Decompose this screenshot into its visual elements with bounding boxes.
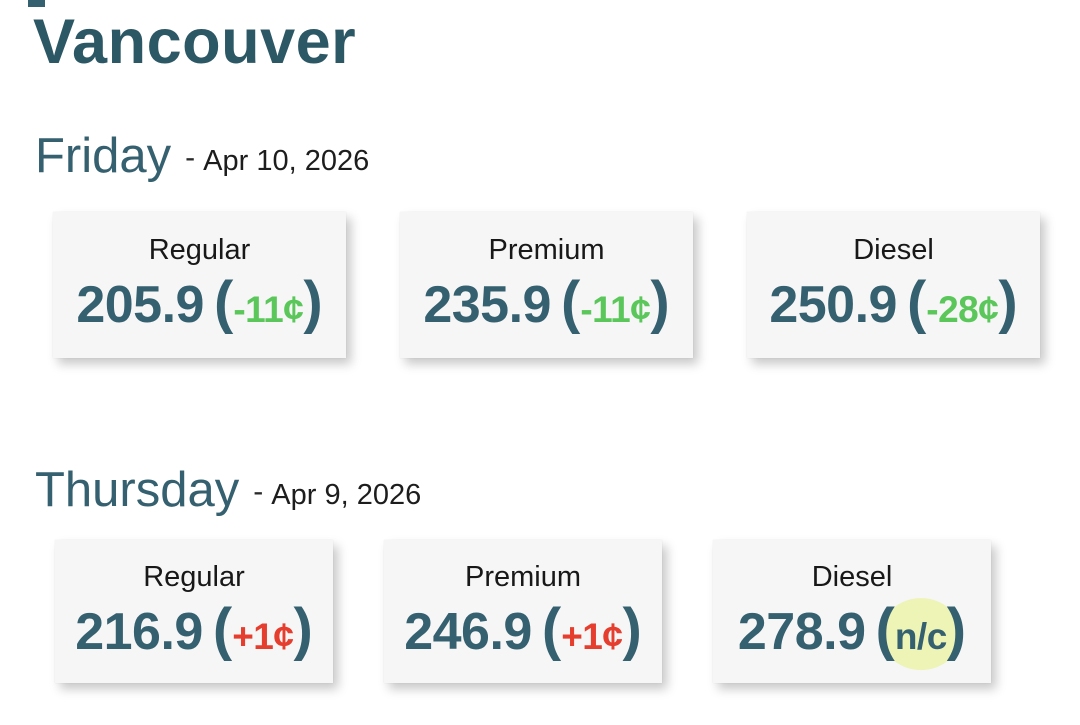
fuel-type-label: Regular	[143, 560, 245, 593]
price-cards-row: Regular 216.9 (+1¢) Premium 246.9 (+1¢) Di…	[55, 540, 1080, 683]
change-close-paren: )	[293, 596, 313, 662]
price-value: 235.9	[423, 276, 551, 334]
fuel-type-label: Regular	[148, 234, 251, 266]
price-value: 205.9	[76, 276, 204, 334]
price-value: 278.9	[737, 602, 866, 661]
fuel-type-label: Diesel	[811, 560, 893, 593]
price-line: 205.9 (-11¢)	[76, 269, 322, 336]
change-close-paren: )	[998, 270, 1018, 335]
change-close-paren: )	[622, 596, 642, 662]
fuel-type-label: Premium	[464, 560, 581, 593]
price-line: 216.9 (+1¢)	[75, 596, 313, 663]
price-line: 235.9 (-11¢)	[423, 269, 669, 336]
price-value: 246.9	[404, 602, 532, 661]
price-card-regular: Regular 205.9 (-11¢)	[53, 212, 346, 358]
nc-highlight: n/c	[895, 616, 947, 658]
price-change: +1¢	[232, 615, 294, 657]
day-date-separator: -	[253, 475, 264, 508]
day-header: Thursday - Apr 9, 2026	[35, 462, 1080, 518]
price-value: 216.9	[75, 602, 203, 661]
price-value: 250.9	[769, 276, 897, 334]
price-change: n/c	[894, 615, 947, 657]
price-line: 250.9 (-28¢)	[769, 269, 1017, 336]
price-change: +1¢	[561, 615, 623, 657]
price-card-premium: Premium 235.9 (-11¢)	[400, 212, 693, 358]
price-card-premium: Premium 246.9 (+1¢)	[384, 540, 662, 683]
change-open-paren: (	[541, 596, 562, 662]
change-close-paren: )	[946, 596, 967, 662]
price-card-diesel: Diesel 278.9 (n/c)	[713, 540, 991, 683]
fuel-type-label: Premium	[488, 234, 605, 266]
fuel-type-label: Diesel	[853, 234, 934, 266]
change-open-paren: (	[212, 596, 233, 662]
price-card-diesel: Diesel 250.9 (-28¢)	[747, 212, 1040, 358]
change-close-paren: )	[303, 270, 323, 335]
day-date: Apr 9, 2026	[271, 479, 422, 511]
change-open-paren: (	[875, 596, 895, 662]
day-date-separator: -	[185, 141, 196, 174]
day-header: Friday - Apr 10, 2026	[35, 128, 1080, 184]
change-close-paren: )	[650, 270, 670, 335]
price-card-regular: Regular 216.9 (+1¢)	[55, 540, 333, 683]
top-edge-artifact	[28, 0, 45, 7]
day-section-friday: Friday - Apr 10, 2026 Regular 205.9 (-11¢) …	[0, 128, 1080, 358]
price-line: 246.9 (+1¢)	[404, 596, 642, 663]
change-open-paren: (	[560, 270, 581, 335]
price-line: 278.9 (n/c)	[738, 596, 966, 663]
day-date: Apr 10, 2026	[203, 145, 370, 177]
price-cards-row: Regular 205.9 (-11¢) Premium 235.9 (-11¢) …	[53, 212, 1080, 358]
change-open-paren: (	[213, 270, 234, 335]
price-change: -11¢	[233, 289, 304, 330]
day-name: Friday	[35, 129, 172, 183]
price-change: -11¢	[580, 289, 651, 330]
price-change: -28¢	[926, 289, 999, 330]
page-title: Vancouver	[33, 7, 357, 77]
change-open-paren: (	[906, 270, 927, 335]
day-section-thursday: Thursday - Apr 9, 2026 Regular 216.9 (+1¢) …	[0, 462, 1080, 683]
day-name: Thursday	[35, 463, 240, 517]
